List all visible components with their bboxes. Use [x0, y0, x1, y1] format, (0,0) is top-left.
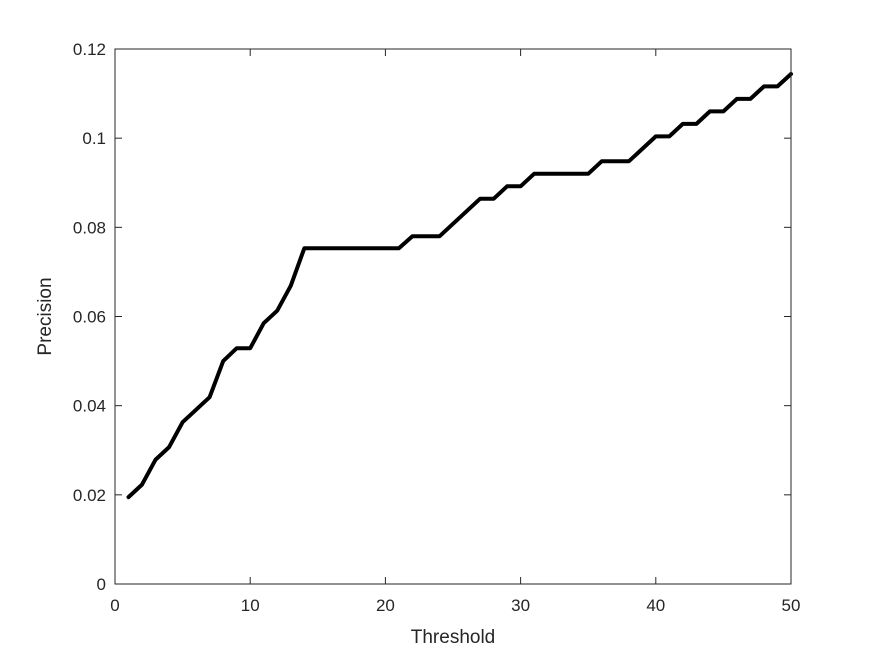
x-tick-label-0: 0: [110, 596, 119, 615]
y-tick-label-0: 0: [97, 575, 106, 594]
y-tick-label-2: 0.04: [73, 397, 106, 416]
x-tick-label-1: 10: [241, 596, 260, 615]
y-axis-label: Precision: [35, 277, 56, 355]
x-tick-label-2: 20: [376, 596, 395, 615]
x-tick-label-4: 40: [646, 596, 665, 615]
y-tick-label-1: 0.02: [73, 486, 106, 505]
y-tick-label-3: 0.06: [73, 308, 106, 327]
series-line: [126, 72, 793, 500]
x-tick-label-5: 50: [782, 596, 801, 615]
y-tick-label-6: 0.12: [73, 40, 106, 59]
y-tick-label-5: 0.1: [82, 129, 106, 148]
x-tick-label-3: 30: [511, 596, 530, 615]
x-axis-label: Threshold: [411, 627, 496, 648]
y-tick-label-4: 0.08: [73, 218, 106, 237]
y-tick-labels: 0 0.02 0.04 0.06 0.08 0.1 0.12: [73, 40, 106, 594]
x-tick-labels: 0 10 20 30 40 50: [110, 596, 800, 615]
plot-frame: [114, 48, 792, 585]
plot-area: [115, 49, 791, 584]
